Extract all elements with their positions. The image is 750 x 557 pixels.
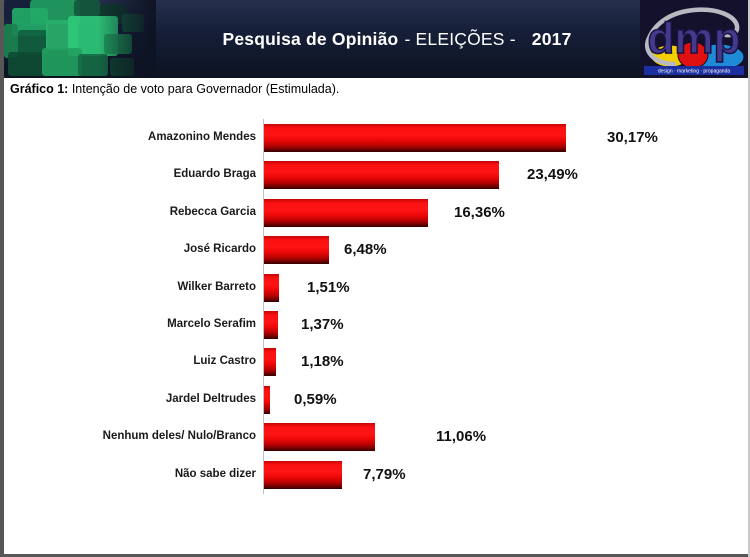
window-bottom-border (0, 554, 750, 557)
value-label: 23,49% (527, 166, 578, 184)
chart-caption: Gráfico 1: Intenção de voto para Governa… (10, 81, 339, 97)
value-label: 7,79% (363, 465, 406, 483)
chart-caption-text: Intenção de voto para Governador (Estimu… (68, 82, 340, 96)
chart-row: Marcelo Serafim 1,37% (0, 306, 750, 343)
logo-tagline-strip (644, 66, 744, 75)
dmp-logo-graphic: dmp design · marketing · propaganda (644, 7, 745, 75)
logo-tagline: design · marketing · propaganda (658, 69, 730, 75)
bar (264, 198, 428, 227)
category-label: Jardel Deltrudes (165, 392, 256, 405)
chart-row: Nenhum deles/ Nulo/Branco 11,06% (0, 418, 750, 455)
category-label: José Ricardo (183, 243, 256, 256)
category-label: Amazonino Mendes (148, 131, 256, 143)
bar (264, 124, 566, 152)
category-axis-line (263, 119, 264, 494)
bar (264, 460, 342, 489)
bar (264, 236, 329, 265)
chart-row: Wilker Barreto 1,51% (0, 269, 750, 306)
page-title-separator: - ELEIÇÕES - (404, 28, 516, 49)
value-label: 30,17% (607, 129, 658, 146)
chart-row: Rebecca Garcia 16,36% (0, 194, 750, 231)
value-label: 11,06% (436, 428, 487, 446)
category-label: Wilker Barreto (177, 280, 256, 293)
category-label: Nenhum deles/ Nulo/Branco (102, 430, 256, 443)
chart-row: José Ricardo 6,48% (0, 231, 750, 268)
dmp-logo: dmp design · marketing · propaganda (640, 0, 748, 78)
mosaic-fade-overlay (4, 0, 156, 78)
header-banner: Pesquisa de Opinião - ELEIÇÕES - 2017 dm… (4, 0, 750, 78)
value-label: 1,18% (301, 353, 344, 371)
window-left-border (0, 0, 4, 557)
value-label: 1,51% (307, 278, 350, 296)
chart-row: Não sabe dizer 7,79% (0, 456, 750, 493)
category-label: Rebecca Garcia (169, 205, 256, 218)
category-label: Luiz Castro (193, 355, 256, 368)
value-label: 16,36% (454, 203, 505, 221)
header-mosaic-decoration (4, 0, 156, 78)
chart-caption-prefix: Gráfico 1: (10, 82, 69, 96)
logo-wordmark: dmp (648, 14, 741, 63)
category-label: Marcelo Serafim (167, 318, 256, 330)
category-label: Não sabe dizer (174, 467, 256, 480)
bar (264, 385, 270, 414)
window-right-border (748, 0, 750, 557)
chart-row: Luiz Castro 1,18% (0, 343, 750, 380)
logo-swoosh-icon (645, 7, 740, 67)
bar (264, 423, 375, 452)
value-label: 1,37% (301, 316, 344, 333)
chart-row: Amazonino Mendes 30,17% (0, 119, 750, 156)
bar (264, 348, 276, 377)
page-title-year: 2017 (531, 28, 572, 49)
bar (264, 273, 279, 302)
category-label: Eduardo Braga (173, 168, 256, 181)
chart-row: Jardel Deltrudes 0,59% (0, 381, 750, 418)
value-label: 6,48% (344, 241, 387, 259)
chart-row: Eduardo Braga 23,49% (0, 156, 750, 193)
page-title: Pesquisa de Opinião - ELEIÇÕES - 2017 (156, 0, 638, 78)
bar (264, 311, 278, 339)
value-label: 0,59% (294, 390, 337, 408)
bar (264, 161, 499, 190)
page-title-main: Pesquisa de Opinião (222, 28, 399, 49)
